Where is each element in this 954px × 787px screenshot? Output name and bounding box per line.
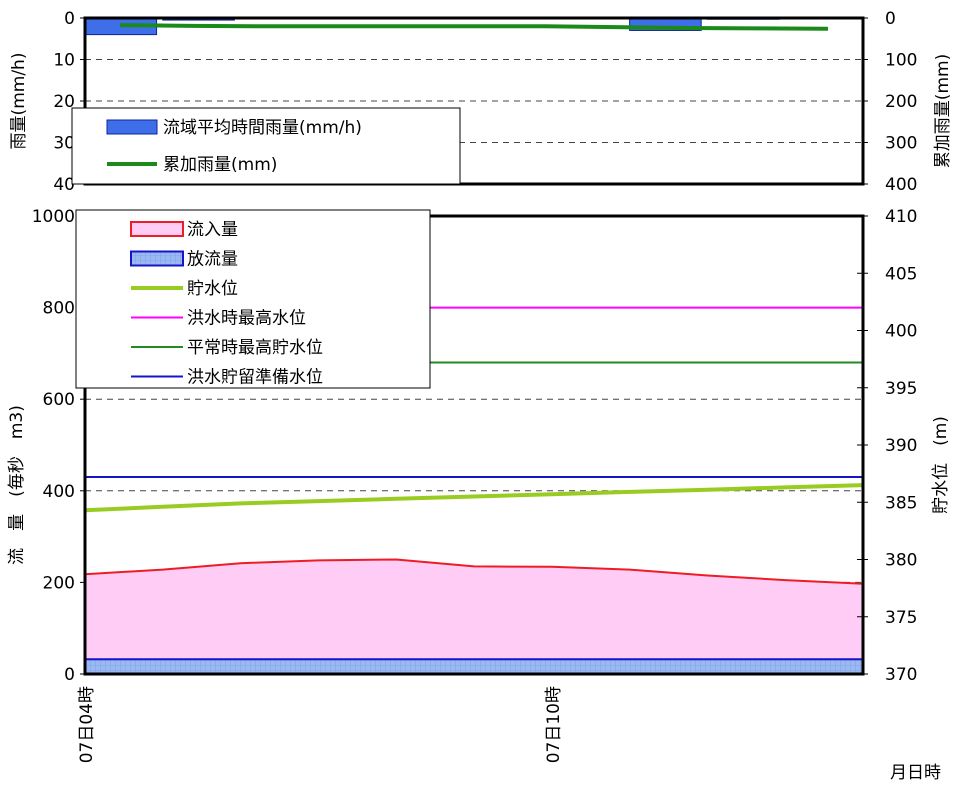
flow-panel: 0 200 400 600 800 1000 370 375 380 385 390 395 400 40… (7, 207, 951, 685)
rain-right-tick-label: 0 (885, 9, 896, 29)
rain-legend: 流域平均時間雨量(mm/h) 累加雨量(mm) (71, 107, 461, 185)
rain-right-tick-label: 200 (885, 92, 917, 112)
inflow-line (84, 558, 864, 585)
flow-right-tick-label: 410 (885, 207, 917, 227)
flow-legend-swatch-area (130, 250, 184, 267)
flow-left-tick-label: 0 (64, 665, 75, 685)
flow-legend-swatch-area (130, 221, 184, 237)
flow-legend-box (75, 209, 431, 389)
flow-legend-label: 流入量 (187, 220, 238, 240)
rain-left-tick-label: 30 (53, 134, 75, 154)
flow-right-axis-label: 貯水位 (m) (931, 416, 951, 514)
flow-right-tick-label: 400 (885, 322, 917, 342)
x-axis-label: 月日時 (890, 763, 941, 783)
flow-legend-label: 平常時最高貯水位 (187, 338, 323, 358)
flow-left-tick-label: 200 (43, 573, 75, 593)
flow-left-tick-label: 800 (43, 299, 75, 319)
flow-left-tick-label: 600 (43, 390, 75, 410)
flow-left-axis-label: 流 量 (毎秒 m3) (7, 405, 27, 565)
rain-left-axis-label: 雨量(mm/h) (9, 53, 29, 150)
rain-left-tick-label: 20 (53, 92, 75, 112)
rain-legend-swatch-bar (106, 119, 158, 135)
rain-right-tick-label: 400 (885, 175, 917, 195)
flow-left-tick-label: 400 (43, 482, 75, 502)
rain-right-tick-label: 300 (885, 134, 917, 154)
cumulative-rain-line (119, 23, 829, 31)
flow-right-tick-label: 385 (885, 493, 917, 513)
x-tick-label: 07日04時 (77, 686, 97, 763)
rain-right-tick-label: 100 (885, 51, 917, 71)
flow-left-tick-label: 1000 (32, 207, 75, 227)
flow-legend-label: 洪水貯留準備水位 (187, 368, 323, 388)
rain-left-tick-label: 10 (53, 51, 75, 71)
rain-legend-label: 流域平均時間雨量(mm/h) (163, 118, 362, 138)
rain-right-axis-label: 累加雨量(mm) (933, 54, 953, 168)
rain-left-tick-label: 0 (64, 9, 75, 29)
x-tick-label: 07日10時 (544, 686, 564, 763)
flow-right-tick-label: 405 (885, 264, 917, 284)
rain-legend-label: 累加雨量(mm) (163, 155, 277, 175)
flow-legend-label: 貯水位 (187, 279, 238, 299)
flow-right-tick-label: 390 (885, 436, 917, 456)
flow-right-tick-label: 395 (885, 379, 917, 399)
discharge-area (85, 659, 863, 674)
flow-right-tick-label: 370 (885, 665, 917, 685)
inflow-area (85, 559, 863, 674)
flow-right-tick-label: 380 (885, 551, 917, 571)
flow-legend-label: 洪水時最高水位 (187, 309, 306, 329)
flow-right-tick-label: 375 (885, 608, 917, 628)
water-level-line (84, 483, 864, 513)
rain-left-tick-label: 40 (53, 175, 75, 195)
flow-legend-label: 放流量 (187, 250, 238, 270)
